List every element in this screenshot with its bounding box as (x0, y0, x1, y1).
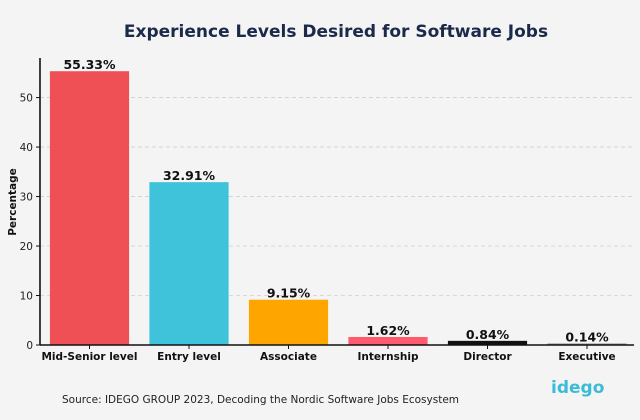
bars-layer: 55.33% 32.91% 9.15% 1.62% 0.84% 0.14% (49, 57, 627, 345)
bar (447, 340, 528, 345)
bar (49, 71, 130, 345)
x-tick-label: Executive (558, 351, 615, 363)
y-tick-label: 10 (20, 291, 33, 303)
x-tick-label: Director (463, 351, 512, 363)
y-tick-label: 40 (20, 142, 33, 154)
bar (248, 299, 329, 345)
y-tick-label: 0 (26, 340, 33, 352)
grid-layer (40, 97, 634, 296)
data-label: 0.14% (565, 330, 609, 345)
idego-logo: idego (551, 378, 604, 398)
chart-title: Experience Levels Desired for Software J… (124, 22, 548, 42)
data-label: 32.91% (163, 168, 216, 183)
bar (149, 182, 229, 345)
data-label: 55.33% (63, 57, 116, 72)
bar (348, 336, 428, 345)
x-tick-label: Internship (357, 351, 418, 363)
data-label: 1.62% (366, 323, 410, 338)
x-tick-label: Entry level (157, 351, 221, 363)
y-tick-label: 50 (20, 93, 33, 105)
x-tick-label: Associate (260, 351, 317, 363)
axes-layer: 0 10 20 30 40 50 Mid-Senior level Entry level As… (20, 58, 634, 363)
data-label: 9.15% (267, 286, 311, 301)
source-note: Source: IDEGO GROUP 2023, Decoding the N… (62, 394, 459, 406)
y-axis-title: Percentage (7, 168, 19, 236)
y-tick-label: 20 (20, 241, 33, 253)
data-label: 0.84% (466, 327, 510, 342)
x-tick-label: Mid-Senior level (41, 351, 137, 363)
y-tick-label: 30 (20, 192, 33, 204)
